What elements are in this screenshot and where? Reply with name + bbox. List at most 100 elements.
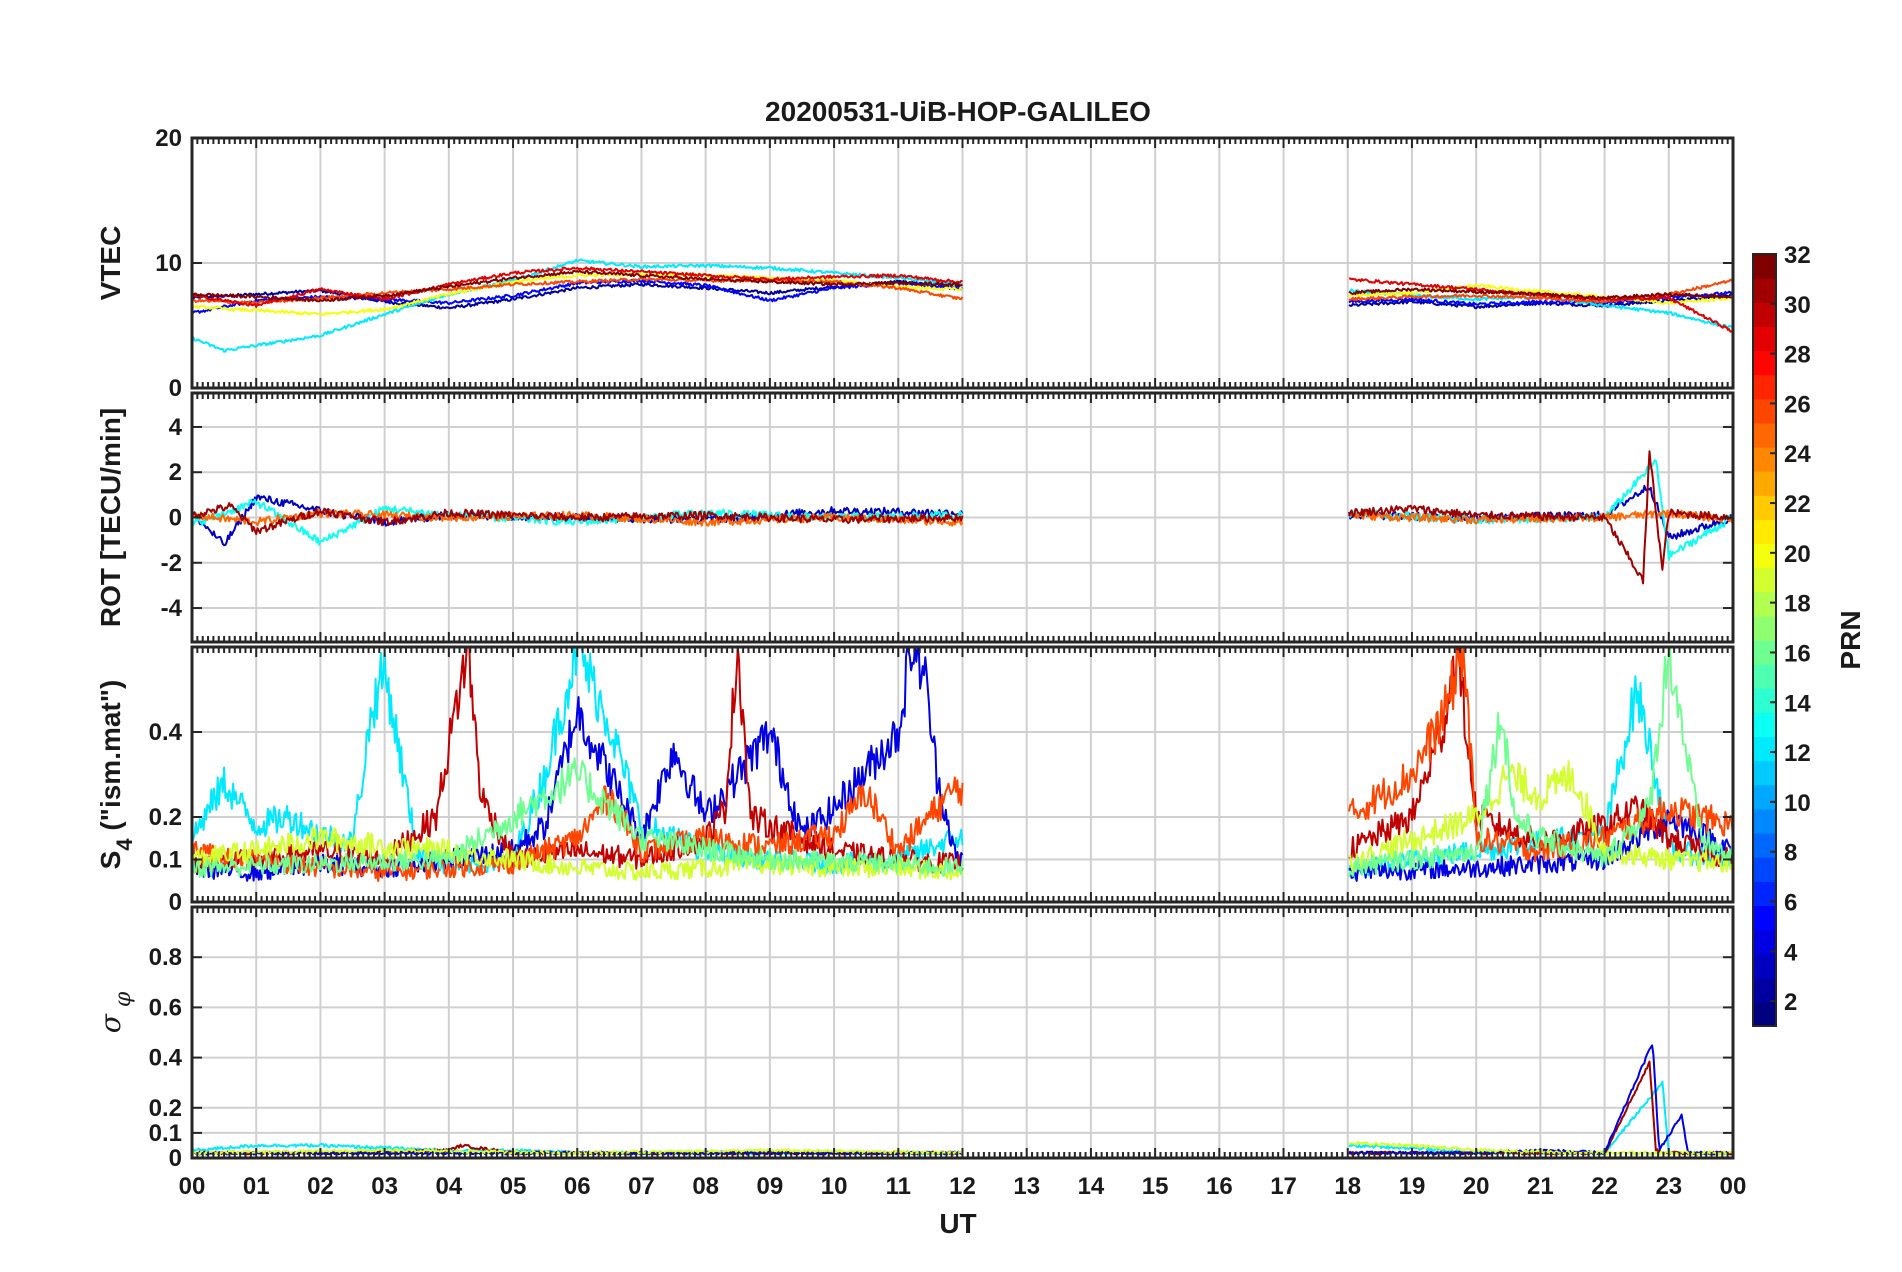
series-line-prn-31 <box>192 450 1733 585</box>
colorbar-segment <box>1753 808 1776 834</box>
y-axis-label-vtec: VTEC <box>95 226 126 301</box>
y-tick-label: 0 <box>169 375 182 402</box>
colorbar-segment <box>1753 736 1776 762</box>
y-axis-label-rot: ROT [TECU/min] <box>95 408 126 627</box>
colorbar-segment <box>1753 591 1776 617</box>
colorbar-label: PRN <box>1835 610 1866 669</box>
y-axis-label-s4: S4 ("ism.mat") <box>95 680 137 870</box>
x-tick-label: 20 <box>1463 1173 1490 1200</box>
x-tick-label: 22 <box>1591 1173 1618 1200</box>
x-tick-label: 15 <box>1142 1173 1169 1200</box>
colorbar-segment <box>1753 398 1776 424</box>
x-tick-label: 14 <box>1078 1173 1105 1200</box>
x-tick-label: 06 <box>564 1173 591 1200</box>
x-tick-label: 00 <box>1720 1173 1747 1200</box>
series-group-vtec <box>192 258 1733 353</box>
y-tick-label: 10 <box>155 250 182 277</box>
x-tick-label: 16 <box>1206 1173 1233 1200</box>
colorbar-segment <box>1753 350 1776 376</box>
series-group-rot <box>192 450 1733 585</box>
x-tick-label: 18 <box>1334 1173 1361 1200</box>
y-tick-label: 0.2 <box>149 1095 182 1122</box>
y-tick-label: -2 <box>161 550 182 577</box>
x-tick-label: 13 <box>1013 1173 1040 1200</box>
colorbar-segment <box>1753 374 1776 400</box>
colorbar-segment <box>1753 784 1776 810</box>
colorbar-segment <box>1753 857 1776 882</box>
y-tick-label: 0.1 <box>149 847 182 874</box>
x-tick-label: 08 <box>692 1173 719 1200</box>
x-tick-label: 07 <box>628 1173 655 1200</box>
y-tick-label: 0 <box>169 889 182 916</box>
series-group-s4 <box>192 647 1733 882</box>
colorbar-segment <box>1753 567 1776 593</box>
colorbar-segment <box>1753 881 1776 906</box>
colorbar-segment <box>1753 326 1776 352</box>
y-tick-label: 0.1 <box>149 1120 182 1147</box>
panel-s4: 0 0.1 0.2 0.4 S4 ("ism.mat") <box>95 645 1735 916</box>
colorbar-tick-label: 28 <box>1784 342 1811 369</box>
colorbar-tick-label: 8 <box>1784 840 1797 867</box>
y-tick-label: 0 <box>169 1145 182 1172</box>
colorbar-tick-label: 4 <box>1784 939 1798 966</box>
colorbar-segment <box>1753 953 1776 979</box>
colorbar-tick-label: 30 <box>1784 292 1811 319</box>
colorbar-segment <box>1753 543 1776 569</box>
colorbar-segment <box>1753 977 1776 1003</box>
x-tick-label: 01 <box>243 1173 270 1200</box>
y-tick-label: 0.4 <box>149 719 183 746</box>
colorbar-segment <box>1753 640 1776 665</box>
x-tick-label: 10 <box>821 1173 848 1200</box>
x-tick-label: 09 <box>757 1173 784 1200</box>
colorbar-segment <box>1753 615 1776 641</box>
colorbar-segment <box>1753 1001 1776 1027</box>
colorbar-segment <box>1753 688 1776 713</box>
colorbar-segment <box>1753 422 1776 448</box>
x-axis-label: UT <box>939 1208 976 1239</box>
colorbar-segment <box>1753 905 1776 931</box>
colorbar-tick-label: 20 <box>1784 541 1811 568</box>
series-line-prn-20 <box>192 272 1733 316</box>
y-tick-label: 0 <box>169 505 182 532</box>
panel-rot: -4 -2 0 2 4 ROT [TECU/min] <box>95 391 1735 644</box>
colorbar-tick-label: 22 <box>1784 491 1811 518</box>
colorbar-segment <box>1753 278 1776 303</box>
y-tick-label: 0.6 <box>149 994 182 1021</box>
colorbar-segment <box>1753 760 1776 786</box>
x-tick-label: 04 <box>435 1173 462 1200</box>
colorbar-frame <box>1752 253 1777 1027</box>
y-tick-label: 20 <box>155 125 182 152</box>
x-tick-label: 02 <box>307 1173 334 1200</box>
y-tick-label: 4 <box>169 414 183 441</box>
colorbar-tick-label: 2 <box>1784 989 1797 1016</box>
colorbar-tick-label: 16 <box>1784 640 1811 667</box>
x-tick-label: 03 <box>371 1173 398 1200</box>
y-tick-label: -4 <box>161 595 183 622</box>
panel-sigma: 00.10.2 0.4 0.6 0.8 σ φ <box>94 905 1735 1172</box>
x-tick-label: 21 <box>1527 1173 1554 1200</box>
colorbar-segment <box>1753 302 1776 327</box>
y-tick-label: 0.4 <box>149 1045 183 1072</box>
colorbar-segment <box>1753 712 1776 738</box>
x-tick-label: 05 <box>500 1173 527 1200</box>
chart-title: 20200531-UiB-HOP-GALILEO <box>765 96 1151 127</box>
panel-vtec: 0 10 20 VTEC <box>95 125 1735 402</box>
y-tick-label: 0.8 <box>149 944 182 971</box>
colorbar-tick-label: 10 <box>1784 790 1811 817</box>
colorbar-segment <box>1753 833 1776 858</box>
colorbar-tick-label: 26 <box>1784 391 1811 418</box>
colorbar-tick-label: 32 <box>1784 242 1811 269</box>
colorbar-tick-label: 14 <box>1784 690 1811 717</box>
colorbar-segment <box>1753 254 1776 279</box>
x-tick-label: 11 <box>886 1173 911 1200</box>
colorbar-tick-label: 12 <box>1784 740 1811 767</box>
x-tick-label: 12 <box>949 1173 976 1200</box>
x-tick-label: 00 <box>179 1173 206 1200</box>
series-line-prn-32 <box>192 269 1733 303</box>
x-tick-label: 23 <box>1655 1173 1682 1200</box>
colorbar-segment <box>1753 519 1776 545</box>
x-tick-label: 19 <box>1399 1173 1426 1200</box>
